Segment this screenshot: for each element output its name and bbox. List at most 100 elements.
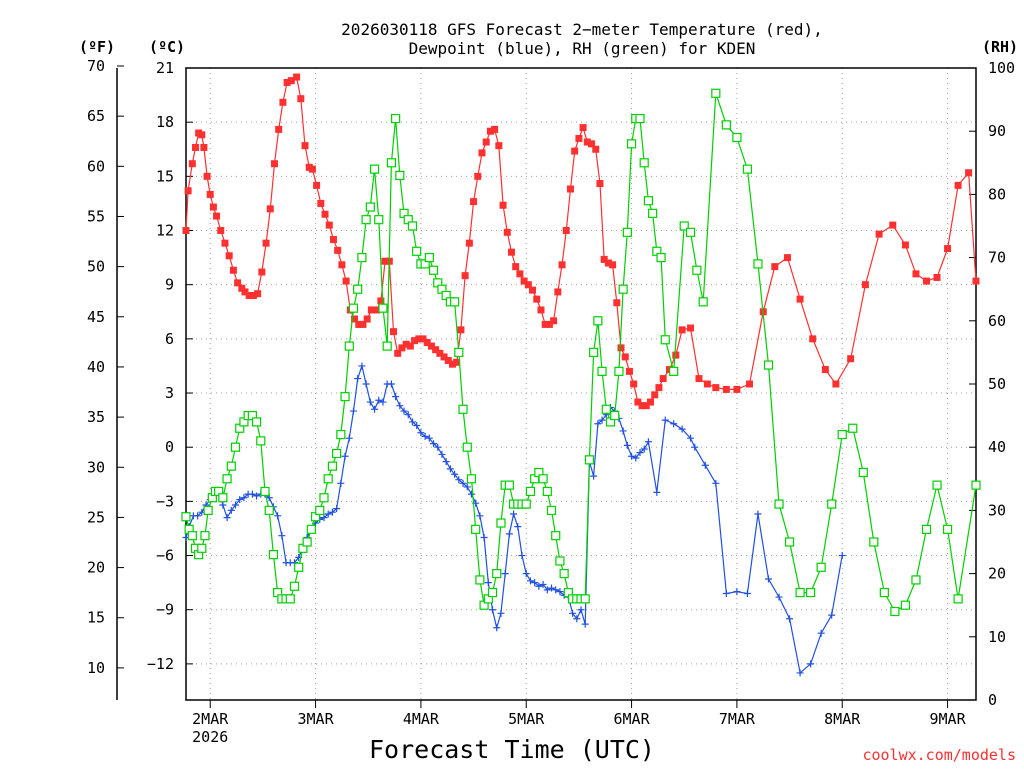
- fahrenheit-tick-label: 30: [87, 458, 105, 476]
- temperature-point: [746, 380, 754, 388]
- rh-point: [475, 575, 485, 585]
- rh-point: [458, 404, 468, 414]
- rh-point: [953, 594, 963, 604]
- rh-point: [197, 543, 207, 553]
- x-tick-label: 3MAR: [297, 710, 334, 728]
- temperature-point: [832, 380, 840, 388]
- rh-point: [932, 480, 942, 490]
- celsius-tick-label: 6: [165, 330, 174, 348]
- temperature-point: [444, 357, 452, 365]
- credit-link[interactable]: coolwx.com/models: [862, 746, 1016, 764]
- temperature-point: [733, 385, 741, 393]
- rh-point: [462, 442, 472, 452]
- temperature-point: [191, 143, 199, 151]
- dewpoint-point: [764, 575, 772, 583]
- rh-point: [412, 246, 422, 256]
- rh-point: [450, 297, 460, 307]
- rh-point: [289, 581, 300, 591]
- fahrenheit-tick-label: 40: [87, 358, 105, 376]
- rh-point: [601, 404, 611, 414]
- dewpoint-point: [543, 586, 551, 594]
- rh-point: [340, 392, 350, 402]
- dewpoint-series: [182, 362, 846, 677]
- temperature-point: [390, 328, 398, 336]
- dewpoint-point: [484, 579, 492, 587]
- rh-point: [315, 505, 325, 515]
- rh-point: [319, 493, 329, 503]
- rh-point: [487, 587, 498, 598]
- temperature-point: [419, 335, 427, 343]
- temperature-point: [575, 134, 583, 142]
- temperature-point: [325, 221, 333, 229]
- temperature-point: [592, 145, 600, 153]
- rh-point: [332, 448, 342, 459]
- dewpoint-point: [828, 611, 836, 619]
- rh-point: [327, 461, 338, 471]
- temperature-point: [381, 257, 389, 265]
- temperature-point: [249, 292, 257, 300]
- rh-point: [200, 531, 210, 541]
- fahrenheit-tick-label: 60: [87, 157, 105, 175]
- rh-point: [559, 568, 569, 579]
- rh-point: [361, 215, 371, 225]
- rh-point: [763, 360, 774, 370]
- dewpoint-point: [274, 512, 282, 520]
- temperature-point: [355, 320, 363, 328]
- temperature-point: [279, 98, 287, 106]
- temperature-point: [495, 142, 503, 150]
- dewpoint-point: [838, 552, 846, 560]
- temperature-point: [415, 335, 423, 343]
- rh-point: [911, 575, 921, 585]
- temperature-point: [213, 212, 221, 220]
- rh-tick-label: 20: [988, 565, 1006, 583]
- rh-point: [260, 486, 270, 497]
- rh-point: [669, 366, 679, 376]
- temperature-point: [520, 277, 528, 285]
- temperature-point: [672, 351, 680, 359]
- dewpoint-point: [446, 465, 454, 473]
- temperature-point: [541, 320, 549, 328]
- rh-point: [546, 505, 557, 515]
- dewpoint-point: [501, 570, 509, 578]
- dewpoint-point: [594, 420, 602, 428]
- dewpoint-point: [430, 440, 438, 448]
- dewpoint-point: [493, 624, 501, 632]
- rh-point: [626, 139, 637, 149]
- temperature-point: [491, 125, 499, 133]
- rh-point: [692, 265, 702, 275]
- dewpoint-point: [505, 530, 513, 538]
- celsius-tick-label: 3: [165, 384, 174, 402]
- dewpoint-point: [817, 629, 825, 637]
- dewpoint-point: [371, 405, 379, 413]
- dewpoint-point: [337, 479, 345, 487]
- temperature-point: [432, 346, 440, 354]
- celsius-tick-label: 18: [156, 113, 174, 131]
- dewpoint-point: [531, 579, 539, 587]
- dewpoint-point: [573, 615, 581, 623]
- temperature-point: [225, 252, 233, 260]
- temperature-point: [499, 201, 507, 209]
- dewpoint-point: [400, 407, 408, 415]
- temperature-point: [516, 270, 524, 278]
- temperature-point: [712, 384, 720, 392]
- rh-point: [795, 587, 805, 598]
- temperature-point: [203, 172, 211, 180]
- dewpoint-point: [653, 488, 661, 496]
- rh-point: [580, 594, 590, 604]
- rh-point: [784, 537, 795, 547]
- temperature-point: [912, 270, 920, 278]
- rh-point: [656, 253, 666, 263]
- temperature-point: [474, 172, 482, 180]
- temperature-point: [411, 337, 419, 345]
- data-series: [181, 73, 981, 677]
- dewpoint-point: [539, 580, 547, 588]
- dewpoint-point: [514, 523, 522, 531]
- temperature-point: [554, 288, 562, 296]
- dewpoint-point: [358, 362, 366, 370]
- temperature-point: [229, 266, 237, 274]
- rh-point: [890, 606, 900, 617]
- temperature-point: [308, 165, 316, 173]
- temperature-point: [533, 295, 541, 303]
- temperature-point: [562, 227, 570, 235]
